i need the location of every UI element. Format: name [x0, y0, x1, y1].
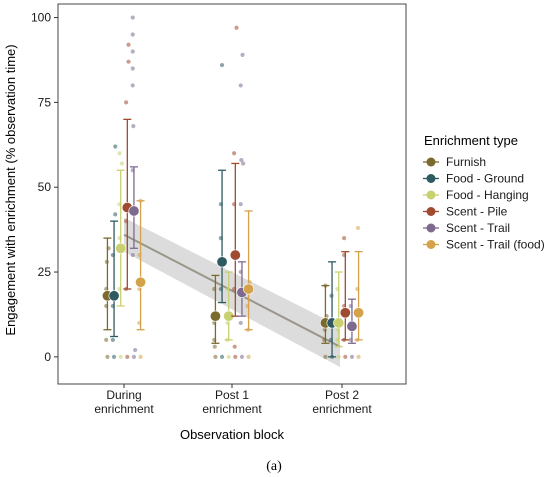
y-axis-title: Engagement with enrichment (% observatio…	[3, 44, 18, 335]
raw-point	[356, 354, 361, 359]
raw-point	[126, 59, 131, 64]
raw-point	[336, 354, 341, 359]
legend-key-point	[426, 157, 436, 167]
chart-marks	[101, 15, 365, 368]
raw-point	[349, 354, 355, 359]
raw-point	[131, 354, 137, 359]
legend-label: Scent - Trail	[446, 221, 510, 235]
raw-point	[111, 354, 117, 359]
raw-point	[355, 225, 361, 231]
y-tick-label: 50	[38, 180, 52, 194]
trend-line	[123, 233, 341, 348]
legend-key-point	[426, 207, 436, 216]
x-tick-label: During	[106, 388, 141, 402]
mean-point	[243, 283, 255, 295]
raw-point	[246, 354, 251, 359]
raw-point	[113, 144, 118, 149]
y-tick-label: 100	[31, 11, 51, 25]
raw-point	[239, 354, 245, 359]
plot-panel	[57, 3, 407, 385]
raw-point	[238, 202, 243, 207]
raw-point	[125, 354, 130, 359]
raw-point	[130, 15, 135, 20]
trend-confidence-band	[124, 217, 340, 368]
raw-point	[130, 83, 135, 88]
raw-point	[238, 83, 243, 88]
mean-point	[339, 307, 351, 319]
figure-caption: (a)	[266, 459, 282, 474]
raw-point	[213, 354, 218, 359]
raw-point	[238, 320, 243, 326]
legend-label: Scent - Pile	[446, 205, 508, 219]
mean-point	[135, 276, 147, 288]
raw-point	[233, 354, 238, 359]
raw-point	[130, 66, 135, 71]
raw-point	[126, 42, 131, 47]
raw-point	[113, 212, 118, 217]
raw-point	[232, 151, 237, 156]
raw-point	[240, 52, 245, 57]
raw-point	[234, 25, 239, 30]
mean-point	[346, 320, 358, 332]
raw-point	[343, 354, 348, 359]
legend-label: Scent - Trail (food)	[446, 238, 545, 252]
x-axis-title: Observation block	[180, 427, 285, 442]
legend-title: Enrichment type	[424, 133, 518, 148]
raw-point	[239, 157, 244, 163]
raw-point	[226, 354, 231, 359]
legend-key-point	[426, 174, 436, 183]
legend: Furnish Food - Ground Food - Hanging Scent …	[423, 155, 545, 252]
mean-point	[128, 205, 140, 217]
legend-key-point	[426, 223, 436, 233]
x-tick-label: Post 1	[215, 388, 249, 402]
mean-point	[108, 290, 120, 302]
mean-point	[353, 307, 365, 319]
legend-label: Furnish	[446, 155, 486, 169]
raw-point	[219, 354, 225, 359]
x-tick-label: Post 2	[325, 388, 359, 402]
x-tick-label-line2: enrichment	[202, 402, 262, 416]
raw-point	[212, 344, 217, 349]
raw-point	[118, 354, 123, 359]
raw-point	[130, 49, 135, 54]
mean-point	[115, 242, 127, 254]
legend-label: Food - Hanging	[446, 188, 529, 202]
mean-point	[209, 310, 221, 322]
raw-point	[105, 354, 110, 359]
legend-label: Food - Ground	[446, 172, 524, 186]
mean-point	[216, 256, 228, 268]
mean-point	[229, 249, 241, 261]
legend-key-point	[426, 190, 436, 200]
raw-point	[110, 337, 115, 342]
raw-point	[232, 344, 237, 349]
raw-point	[138, 354, 143, 359]
raw-point	[323, 354, 328, 359]
raw-point	[117, 151, 122, 156]
x-tick-label-line2: enrichment	[94, 402, 154, 416]
raw-point	[131, 124, 136, 129]
y-tick-label: 0	[44, 350, 51, 364]
y-tick-label: 75	[38, 95, 52, 109]
raw-point	[342, 236, 347, 241]
legend-key-point	[426, 240, 436, 249]
raw-point	[119, 161, 124, 166]
raw-point	[241, 161, 246, 166]
raw-point	[219, 62, 225, 68]
raw-point	[104, 337, 109, 342]
x-tick-label-line2: enrichment	[312, 402, 372, 416]
y-tick-label: 25	[38, 265, 52, 279]
raw-point	[133, 347, 138, 353]
raw-point	[130, 32, 135, 37]
mean-point	[333, 317, 345, 329]
raw-point	[130, 252, 135, 258]
raw-point	[124, 100, 129, 105]
